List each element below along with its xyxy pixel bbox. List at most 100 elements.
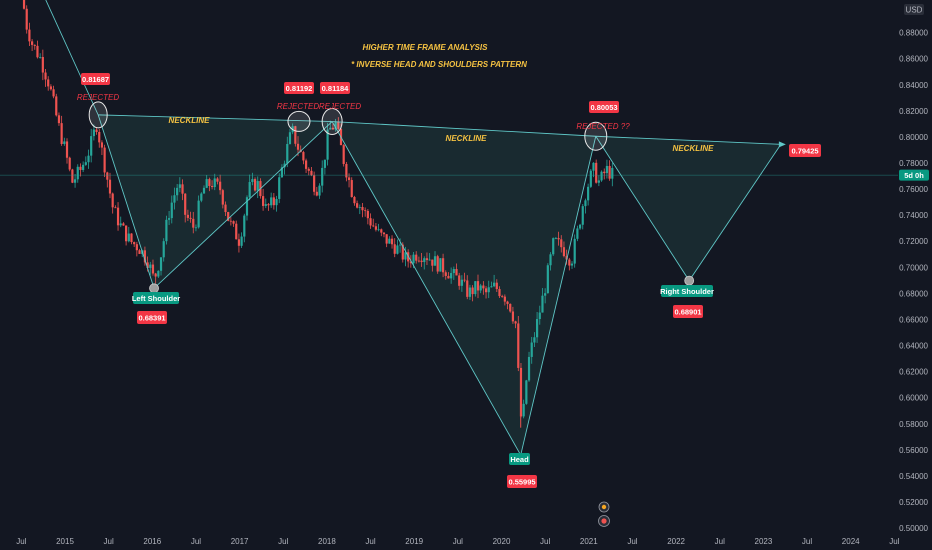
neckline-segment-3	[595, 135, 781, 145]
candle-body	[347, 177, 351, 181]
candle-body	[240, 236, 243, 246]
candle-body	[151, 264, 155, 274]
price-tick-label: 0.64000	[899, 342, 928, 351]
candle-body	[468, 287, 472, 297]
candle-body	[159, 257, 163, 271]
shoulder-point	[684, 275, 695, 286]
candle-body	[313, 175, 316, 192]
rejection-circle	[287, 110, 311, 132]
candle-body	[439, 258, 442, 272]
candle-body	[181, 184, 184, 194]
candle-body	[221, 190, 224, 205]
candle-body	[587, 186, 590, 201]
time-tick-label: Jul	[104, 537, 114, 546]
candle-body	[65, 141, 69, 158]
pattern-lines	[45, 0, 786, 456]
right-shoulder-shading	[595, 136, 781, 281]
candle-body	[262, 196, 265, 206]
candle-body	[243, 215, 246, 237]
candle-body	[463, 279, 466, 281]
left-shoulder-shading	[98, 114, 333, 289]
candle-body	[597, 180, 600, 183]
price-tag-0-79425: 0.79425	[789, 144, 821, 157]
candle-body	[270, 197, 273, 206]
time-tick-label: Jul	[278, 537, 288, 546]
rejected-label-2: REJECTED	[277, 102, 319, 111]
shoulder-point	[149, 283, 159, 294]
candle-body	[374, 226, 378, 230]
candle-body	[114, 207, 117, 209]
candle-body	[498, 289, 501, 297]
candle-body	[127, 233, 130, 242]
candle-body	[584, 200, 587, 207]
candle-body	[433, 256, 437, 266]
candle-body	[501, 296, 504, 297]
candle-body	[474, 281, 477, 295]
svg-text:0.55995: 0.55995	[508, 478, 535, 487]
candle-body	[39, 57, 42, 58]
time-axis[interactable]: Jul 2015 Jul 2016 Jul 2017 Jul 2018 Jul 2019 Jul 20…	[16, 537, 899, 546]
rejection-circle	[584, 121, 608, 151]
time-tick-label: Jul	[365, 537, 375, 546]
candle-body	[603, 171, 606, 174]
svg-text:0.81192: 0.81192	[286, 84, 313, 93]
time-tick-label: 2022	[667, 537, 685, 546]
candle-body	[79, 166, 82, 170]
candle-body	[296, 143, 300, 150]
candle-body	[404, 252, 407, 260]
candle-body	[267, 204, 270, 206]
candle-body	[280, 167, 284, 178]
price-tick-label: 0.66000	[899, 315, 928, 324]
candle-body	[178, 184, 181, 188]
left-shoulder-up-line	[153, 121, 333, 289]
candle-body	[73, 179, 77, 183]
candle-body	[562, 247, 566, 257]
candle-body	[60, 123, 63, 144]
time-tick-label: 2015	[56, 537, 74, 546]
candle-body	[248, 182, 251, 198]
candle-layer	[22, 0, 614, 428]
candle-body	[143, 250, 147, 263]
candle-body	[162, 241, 165, 258]
candle-body	[356, 203, 359, 208]
candle-body	[385, 234, 388, 244]
candle-body	[380, 229, 383, 233]
candle-body	[436, 256, 439, 272]
price-tick-label: 0.70000	[899, 263, 928, 272]
head-up-line	[520, 136, 597, 456]
candle-body	[165, 219, 168, 242]
price-tag-0-81192: 0.81192	[284, 82, 314, 94]
candle-body	[560, 239, 563, 248]
head-label: Head	[509, 453, 530, 465]
candle-body	[278, 177, 281, 199]
time-tick-label: Jul	[540, 537, 550, 546]
rejection-circle	[88, 101, 108, 129]
price-tick-label: 0.74000	[899, 211, 928, 220]
price-tick-label: 0.84000	[899, 81, 928, 90]
candle-body	[487, 287, 490, 293]
candle-body	[288, 132, 292, 144]
price-tick-label: 0.56000	[899, 446, 928, 455]
price-axis[interactable]: 0.88000 0.86000 0.84000 0.82000 0.80000 0.780…	[899, 29, 928, 533]
candle-body	[71, 169, 74, 183]
candle-body	[554, 238, 557, 239]
candle-body	[482, 285, 485, 289]
event-marker-icon[interactable]	[598, 501, 610, 527]
candle-body	[245, 197, 249, 216]
candle-body	[253, 179, 257, 191]
candle-body	[417, 260, 421, 262]
price-tag-0-80053: 0.80053	[589, 101, 619, 113]
time-tick-label: 2018	[318, 537, 336, 546]
candle-body	[192, 218, 195, 228]
time-tick-label: 2019	[405, 537, 423, 546]
candle-body	[530, 342, 533, 357]
rejection-circle	[321, 108, 343, 136]
candle-body	[450, 273, 453, 279]
candle-body	[444, 272, 447, 276]
candle-body	[294, 126, 297, 144]
candle-body	[431, 259, 434, 266]
candle-body	[321, 167, 324, 186]
price-tick-label: 0.82000	[899, 107, 928, 116]
candle-body	[592, 162, 595, 171]
